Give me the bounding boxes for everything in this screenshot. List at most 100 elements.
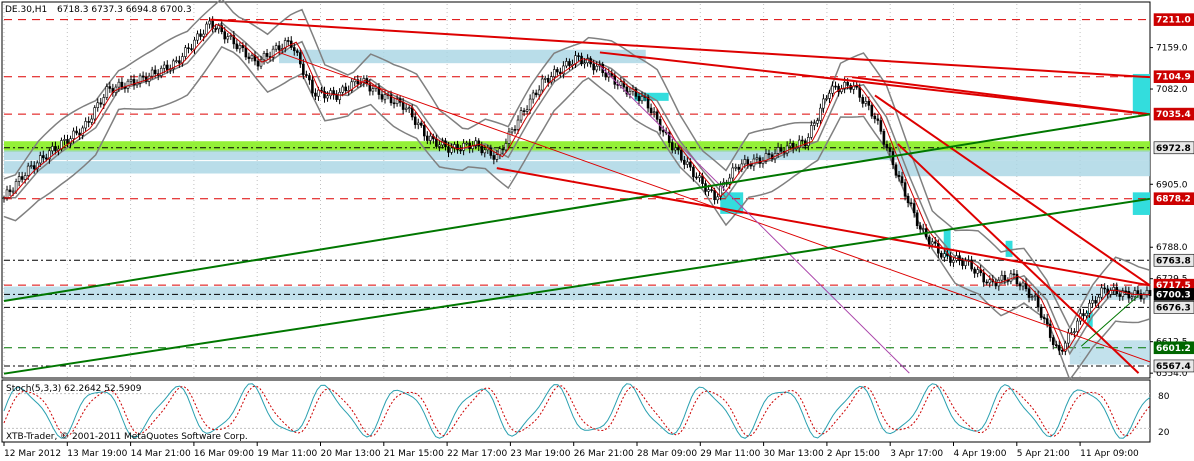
candle-body xyxy=(99,102,103,105)
candle-body xyxy=(683,159,686,165)
candle-body xyxy=(728,177,731,185)
candle-body xyxy=(749,164,753,167)
candle-body xyxy=(676,147,680,151)
candle-body xyxy=(229,35,233,37)
candle-body xyxy=(997,279,1001,287)
candle-body xyxy=(797,139,801,148)
candle-body xyxy=(429,135,432,141)
candle-body xyxy=(549,76,553,83)
trendline xyxy=(210,18,1151,79)
candle-body xyxy=(32,165,36,170)
candle-body xyxy=(746,159,750,165)
zone-rect xyxy=(1132,192,1150,215)
candle-body xyxy=(843,81,846,89)
candle-body xyxy=(193,39,196,50)
candle-body xyxy=(876,118,880,121)
level-tag xyxy=(1153,341,1194,355)
candle-body xyxy=(483,149,487,154)
candle-body xyxy=(885,144,889,149)
candle-body xyxy=(1067,332,1070,344)
zone-rect xyxy=(943,230,951,257)
stochastic-lines xyxy=(3,383,1151,439)
candle-body xyxy=(410,107,414,118)
zone-rect xyxy=(4,141,1150,152)
bollinger-line xyxy=(3,0,1151,330)
candle-body xyxy=(940,252,943,258)
candle-body xyxy=(834,85,837,88)
candle-body xyxy=(1015,273,1019,285)
candle-body xyxy=(341,86,344,93)
candle-body xyxy=(81,127,84,136)
level-tag xyxy=(1153,359,1194,373)
candle-body xyxy=(716,196,719,201)
candle-body xyxy=(559,71,562,75)
level-tag-text: 6567.4 xyxy=(1156,362,1191,372)
trendline xyxy=(897,143,1140,374)
candle-body xyxy=(214,28,217,30)
candle-body xyxy=(912,203,916,214)
candle-body xyxy=(75,130,78,134)
zone-rect xyxy=(1069,340,1150,365)
candle-body xyxy=(961,260,964,266)
candle-body xyxy=(556,69,559,73)
candle-body xyxy=(5,189,9,199)
level-tag xyxy=(1153,70,1194,84)
bollinger-line xyxy=(3,45,1151,382)
time-label: 5 Apr 21:00 xyxy=(1017,449,1070,459)
candle-body xyxy=(577,55,580,57)
zone-rect xyxy=(1132,73,1150,115)
candle-body xyxy=(867,101,871,106)
candle-body xyxy=(903,182,907,197)
candle-body xyxy=(419,122,423,126)
candle-body xyxy=(54,146,57,151)
candle-body xyxy=(66,139,69,144)
candle-body xyxy=(232,35,236,45)
candle-body xyxy=(1112,287,1116,291)
candle-body xyxy=(1091,300,1094,304)
candle-body xyxy=(813,123,816,126)
candle-body xyxy=(48,150,51,160)
symbol-label: DE.30,H1 xyxy=(5,5,47,15)
candle-body xyxy=(837,85,840,93)
candle-body xyxy=(985,281,989,284)
candle-body xyxy=(335,94,338,100)
candle-body xyxy=(934,241,937,244)
trendlines[interactable] xyxy=(3,18,1151,375)
candle-body xyxy=(105,86,109,98)
candle-body xyxy=(311,79,314,94)
candle-body xyxy=(159,67,163,76)
candle-body xyxy=(873,115,877,120)
candle-body xyxy=(861,97,865,104)
candle-body xyxy=(1048,323,1052,338)
candle-body xyxy=(238,45,242,50)
candle-body xyxy=(450,147,453,153)
candle-body xyxy=(686,161,689,165)
candle-body xyxy=(604,72,608,78)
candle-body xyxy=(625,86,629,95)
level-tag-text: 6763.8 xyxy=(1156,256,1191,266)
level-tag xyxy=(1153,253,1194,267)
candle-body xyxy=(982,272,985,283)
candle-body xyxy=(14,181,18,192)
candle-body xyxy=(8,189,12,193)
candle-body xyxy=(689,161,692,168)
candle-body xyxy=(1036,295,1040,308)
candle-body xyxy=(175,60,178,62)
candle-body xyxy=(45,157,48,160)
candle-body xyxy=(11,190,15,193)
candle-body xyxy=(634,88,638,97)
candle-body xyxy=(710,189,713,191)
time-label: 19 Mar 11:00 xyxy=(257,449,317,459)
candle-body xyxy=(389,94,393,104)
candle-body xyxy=(1030,296,1034,298)
candle-body xyxy=(776,147,780,154)
candle-body xyxy=(456,144,459,151)
candle-body xyxy=(1051,337,1055,345)
trendline xyxy=(874,94,1151,287)
candle-body xyxy=(474,140,478,147)
candle-body xyxy=(377,86,381,95)
candle-body xyxy=(507,131,511,144)
candle-body xyxy=(368,83,372,92)
candle-body xyxy=(930,241,934,245)
